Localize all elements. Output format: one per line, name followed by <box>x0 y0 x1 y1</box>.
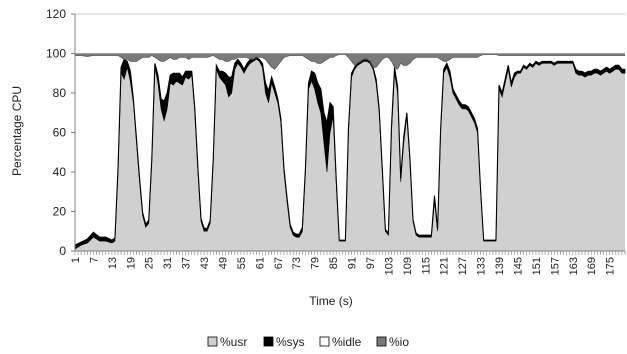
x-tick-label: 121 <box>439 257 451 275</box>
x-tick-label: 133 <box>476 257 488 275</box>
x-tick-label: 49 <box>217 257 229 269</box>
axes <box>71 13 626 255</box>
x-tick-label: 151 <box>531 257 543 275</box>
x-tick-label: 85 <box>328 257 340 269</box>
x-tick-label: 91 <box>347 257 359 269</box>
legend-swatch <box>376 336 387 347</box>
x-tick-label: 97 <box>365 257 377 269</box>
x-tick-label: 1 <box>70 257 82 263</box>
legend: %usr %sys %idle %io <box>207 335 409 349</box>
y-tick-label: 0 <box>59 244 66 258</box>
x-tick-label: 127 <box>457 257 469 275</box>
legend-label: %io <box>389 335 409 349</box>
x-tick-label: 163 <box>568 257 580 275</box>
y-tick-label: 60 <box>53 126 67 140</box>
y-tick-label: 80 <box>53 86 67 100</box>
series-io-area <box>75 53 625 70</box>
x-tick-label: 13 <box>107 257 119 269</box>
series-areas <box>74 53 626 251</box>
y-tick-label: 120 <box>46 7 66 21</box>
x-tick-label: 109 <box>402 257 414 275</box>
x-tick-label: 145 <box>512 257 524 275</box>
x-tick-label: 61 <box>254 257 266 269</box>
y-tick-label: 20 <box>53 205 67 219</box>
legend-label: %idle <box>332 335 362 349</box>
legend-label: %sys <box>276 335 305 349</box>
legend-swatch <box>207 336 218 347</box>
x-tick-label: 79 <box>310 257 322 269</box>
x-tick-label: 43 <box>199 257 211 269</box>
x-tick-label: 67 <box>273 257 285 269</box>
x-tick-label: 157 <box>549 257 561 275</box>
legend-swatch <box>263 336 274 347</box>
x-axis-title: Time (s) <box>309 294 353 308</box>
y-tick-label: 100 <box>46 47 66 61</box>
legend-label: %usr <box>220 335 247 349</box>
series-usr-area <box>75 59 625 251</box>
x-tick-label: 169 <box>586 257 598 275</box>
y-axis-title: Percentage CPU <box>10 86 24 176</box>
x-tick-label: 19 <box>125 257 137 269</box>
x-tick-label: 139 <box>494 257 506 275</box>
x-tick-label: 7 <box>88 257 100 263</box>
x-tick-label: 73 <box>291 257 303 269</box>
y-tick-labels: 0 20 40 60 80 100 120 <box>46 7 66 258</box>
x-tick-label: 55 <box>236 257 248 269</box>
x-tick-labels: 1 7 13 19 25 31 37 43 49 55 61 67 73 79 85 91 97 103 109 11… <box>70 257 617 275</box>
x-tick-label: 103 <box>383 257 395 275</box>
series-io-line <box>75 54 625 70</box>
x-tick-label: 115 <box>420 257 432 275</box>
x-tick-label: 175 <box>605 257 617 275</box>
legend-swatch <box>319 336 330 347</box>
x-tick-label: 31 <box>162 257 174 269</box>
x-tick-label: 25 <box>144 257 156 269</box>
series-idle-area <box>75 54 625 246</box>
y-tick-label: 40 <box>53 165 67 179</box>
x-tick-label: 37 <box>181 257 193 269</box>
